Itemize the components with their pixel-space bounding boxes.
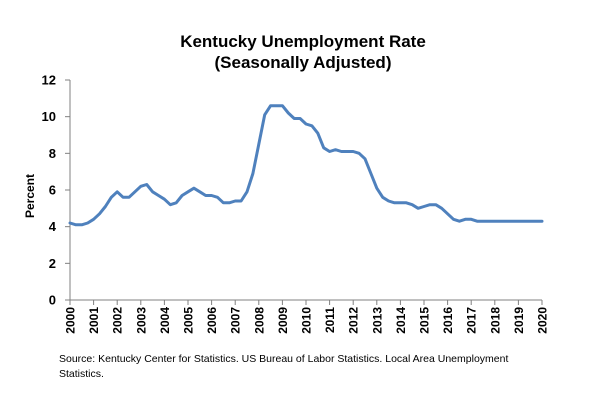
x-tick-label: 2019 — [512, 307, 526, 334]
series-line — [68, 104, 544, 227]
x-axis: 2000 2001 2002 2003 2004 2005 2006 2007 2008 2009… — [64, 299, 550, 334]
y-tick-label: 8 — [49, 146, 56, 161]
source-note: Source: Kentucky Center for Statistics. … — [59, 353, 509, 380]
x-tick-label: 2007 — [229, 307, 243, 334]
x-tick-label: 2003 — [134, 307, 148, 334]
chart-subtitle: (Seasonally Adjusted) — [215, 53, 392, 72]
y-tick-label: 6 — [49, 183, 56, 198]
x-tick-label: 2010 — [300, 307, 314, 334]
x-tick-label: 2018 — [488, 307, 502, 334]
y-tick-label: 2 — [49, 256, 56, 271]
x-tick-label: 2016 — [441, 307, 455, 334]
y-tick-label: 0 — [49, 293, 56, 308]
x-tick-label: 2006 — [205, 307, 219, 334]
y-axis: 0 2 4 6 8 10 12 — [42, 73, 71, 308]
x-tick-label: 2000 — [64, 307, 78, 334]
x-tick-label: 2008 — [252, 307, 266, 334]
x-tick-label: 2005 — [182, 307, 196, 334]
x-tick-label: 2011 — [323, 307, 337, 333]
x-tick-label: 2004 — [158, 307, 172, 334]
chart-title: Kentucky Unemployment Rate — [180, 32, 426, 51]
x-tick-label: 2009 — [276, 307, 290, 334]
y-tick-label: 12 — [42, 73, 56, 88]
x-tick-label: 2014 — [394, 307, 408, 334]
y-tick-label: 4 — [49, 219, 57, 234]
x-tick-label: 2013 — [370, 307, 384, 334]
line-chart: Kentucky Unemployment Rate (Seasonally A… — [23, 32, 550, 334]
y-axis-label: Percent — [23, 174, 37, 218]
x-tick-label: 2012 — [347, 307, 361, 334]
x-tick-label: 2020 — [536, 307, 550, 334]
x-tick-label: 2002 — [111, 307, 125, 334]
x-tick-label: 2001 — [87, 307, 101, 334]
x-tick-label: 2015 — [418, 307, 432, 334]
y-tick-label: 10 — [42, 109, 56, 124]
plot-area — [68, 104, 544, 227]
x-tick-label: 2017 — [465, 307, 479, 334]
